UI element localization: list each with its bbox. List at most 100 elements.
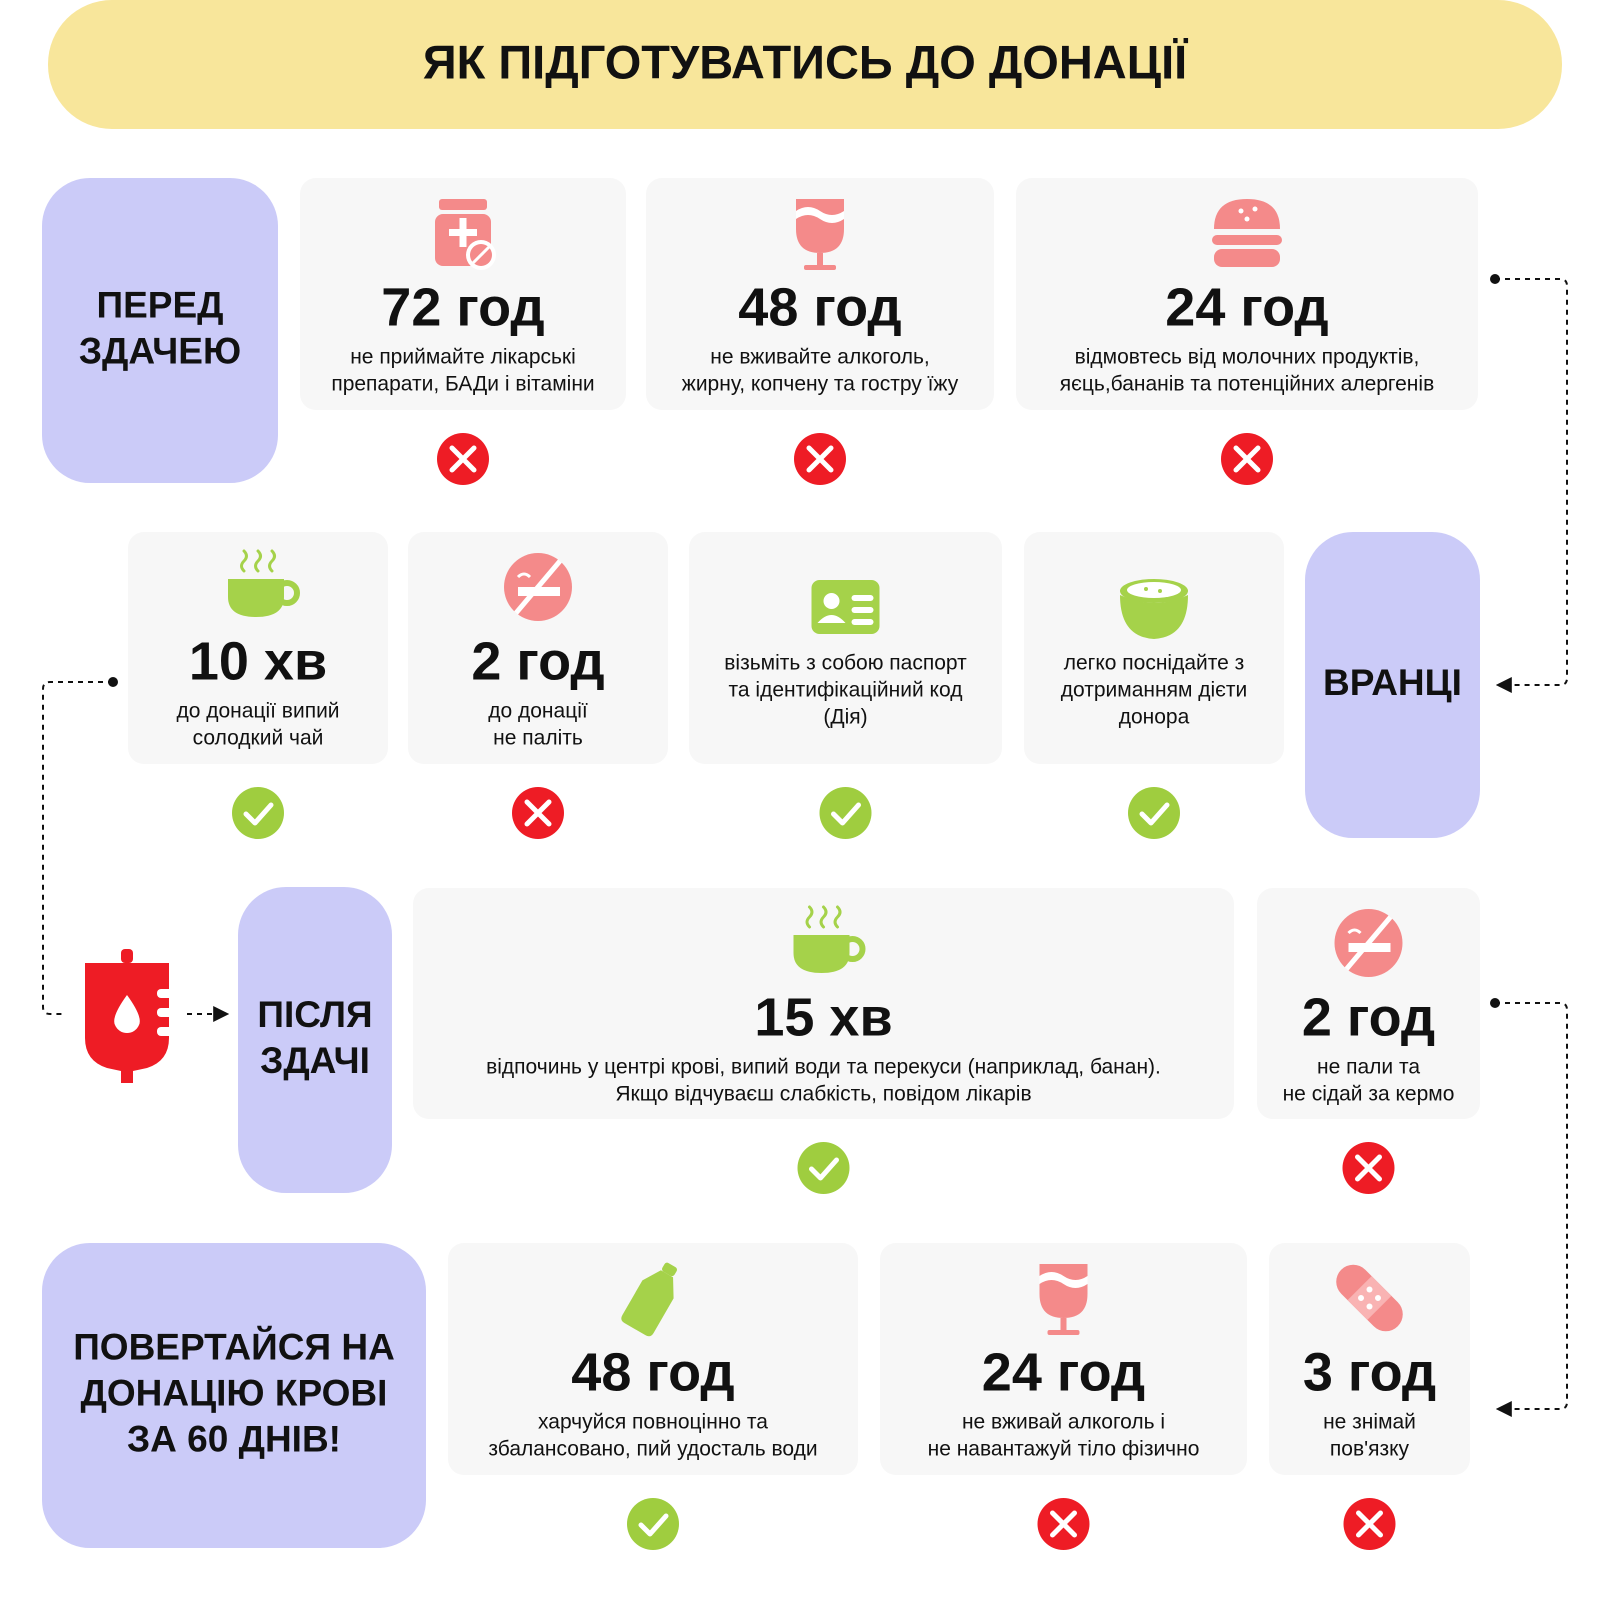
icon-shape [1039, 1264, 1088, 1318]
status-allowed [797, 1142, 850, 1194]
section-label-box [238, 887, 392, 1193]
card-text: до донації випий [176, 700, 339, 723]
card-icon [793, 905, 866, 973]
icon-shape [1366, 1286, 1373, 1293]
card-time: 15 хв [754, 987, 892, 1047]
cross-mark [1355, 1154, 1382, 1182]
card: 48 год не вживайте алкоголь, жирну, копчен… [646, 178, 994, 485]
card-bg [1269, 1243, 1470, 1475]
icon-shape [1158, 589, 1162, 593]
card: 24 год відмовтесь від молочних продуктів,… [1016, 178, 1478, 485]
icon-shape [1344, 915, 1393, 971]
card-text: Якщо відчуваєш слабкість, повідом лікарі… [615, 1083, 1031, 1106]
card-text: не сідай за кермо [1283, 1083, 1455, 1106]
icon-shape [851, 607, 874, 613]
status-circle [819, 787, 872, 839]
check-mark [638, 1513, 669, 1537]
status-circle [232, 787, 284, 839]
check-mark [831, 802, 861, 826]
card-icon [1120, 579, 1188, 639]
section-label-box [42, 1243, 426, 1548]
card-text: донора [1119, 706, 1190, 729]
section: ВРАНЦІ 10 хв до донації випий солодкий чай 2… [128, 532, 1480, 839]
icon-shape [621, 1262, 677, 1337]
section-label: ВРАНЦІ [1323, 662, 1462, 703]
cross-mark [1050, 1510, 1077, 1538]
dot [108, 677, 118, 687]
status-forbidden [1342, 1142, 1395, 1194]
dot [1490, 274, 1500, 284]
icon-shape [228, 579, 284, 617]
status-allowed [1128, 787, 1180, 839]
card-icon [1039, 1264, 1088, 1335]
card-icon [811, 580, 880, 634]
card-text: пов'язку [1330, 1438, 1410, 1461]
card: 15 хв відпочинь у центрі крові, випий вод… [413, 888, 1234, 1194]
icon-shape [1214, 199, 1280, 229]
card: 2 год до донації не паліть [408, 532, 668, 839]
cross-mark [1356, 1510, 1383, 1538]
icon-shape [662, 1262, 677, 1277]
connector [1495, 278, 1568, 693]
icon-shape [621, 1270, 674, 1337]
icon-shape [439, 199, 487, 210]
card-text: препарати, БАДи і вітаміни [331, 373, 594, 396]
icon-shape [1047, 1330, 1080, 1335]
card-text: не приймайте лікарські [350, 346, 576, 369]
icon-shape [1348, 943, 1391, 952]
status-circle [627, 1498, 679, 1550]
status-forbidden [437, 433, 489, 485]
icon-shape [240, 549, 276, 573]
card-bg [880, 1243, 1247, 1475]
card-text: до донації [488, 700, 588, 723]
card: 72 год не приймайте лікарські препарати, Б… [300, 178, 626, 485]
icon-shape [1127, 582, 1181, 598]
card-text: не знімай [1323, 1411, 1416, 1434]
icon-shape [518, 587, 560, 596]
title-banner [48, 0, 1562, 129]
icon-shape [514, 559, 562, 615]
card-icon [435, 199, 496, 270]
check-mark [809, 1157, 839, 1181]
card: 10 хв до донації випий солодкий чай [128, 532, 388, 839]
card-bg [646, 178, 994, 410]
icon-shape [793, 935, 850, 973]
card: легко поснідайте з дотриманням дієти донор… [1024, 532, 1284, 839]
card-text: не вживай алкоголь і [962, 1411, 1165, 1434]
card-bg [448, 1243, 858, 1475]
check-mark [1139, 802, 1170, 826]
card-icon [796, 199, 844, 270]
card-bg [1257, 888, 1480, 1119]
section-label: ДОНАЦІЮ КРОВІ [81, 1372, 388, 1413]
status-forbidden [794, 433, 846, 485]
status-forbidden [1221, 433, 1273, 485]
icon-shape [274, 580, 300, 606]
card-time: 24 год [1165, 277, 1328, 337]
title: ЯК ПІДГОТУВАТИСЬ ДО ДОНАЦІЇ [423, 35, 1188, 88]
card-time: 48 год [738, 277, 901, 337]
card-time: 24 год [982, 1342, 1145, 1402]
card-text: візьміть з собою паспорт [724, 652, 967, 675]
icon-shape [471, 245, 491, 265]
section-label: ЗДАЧІ [260, 1040, 370, 1081]
status-allowed [819, 787, 872, 839]
card: 48 год харчуйся повноцінно та збалансовано… [448, 1243, 858, 1550]
icon-shape [459, 218, 467, 247]
card-icon [1212, 199, 1282, 267]
icon-shape [1060, 1318, 1067, 1332]
icon-shape [1214, 249, 1280, 267]
card: візьміть з собою паспорт та ідентифікацій… [689, 532, 1002, 839]
card-text: легко поснідайте з [1064, 652, 1245, 675]
card-time: 2 год [471, 631, 604, 691]
status-forbidden [1343, 1498, 1396, 1550]
icon-shape [157, 989, 177, 998]
card-text: відпочинь у центрі крові, випий води та … [486, 1056, 1161, 1079]
card-bg [689, 532, 1002, 764]
icon-shape [796, 207, 844, 223]
card-text: дотриманням дієти [1061, 679, 1247, 702]
icon-shape [1374, 1295, 1381, 1301]
dot [1490, 998, 1500, 1008]
icon-shape [157, 1027, 177, 1036]
check-mark [243, 802, 274, 826]
card-time: 48 год [571, 1342, 734, 1402]
